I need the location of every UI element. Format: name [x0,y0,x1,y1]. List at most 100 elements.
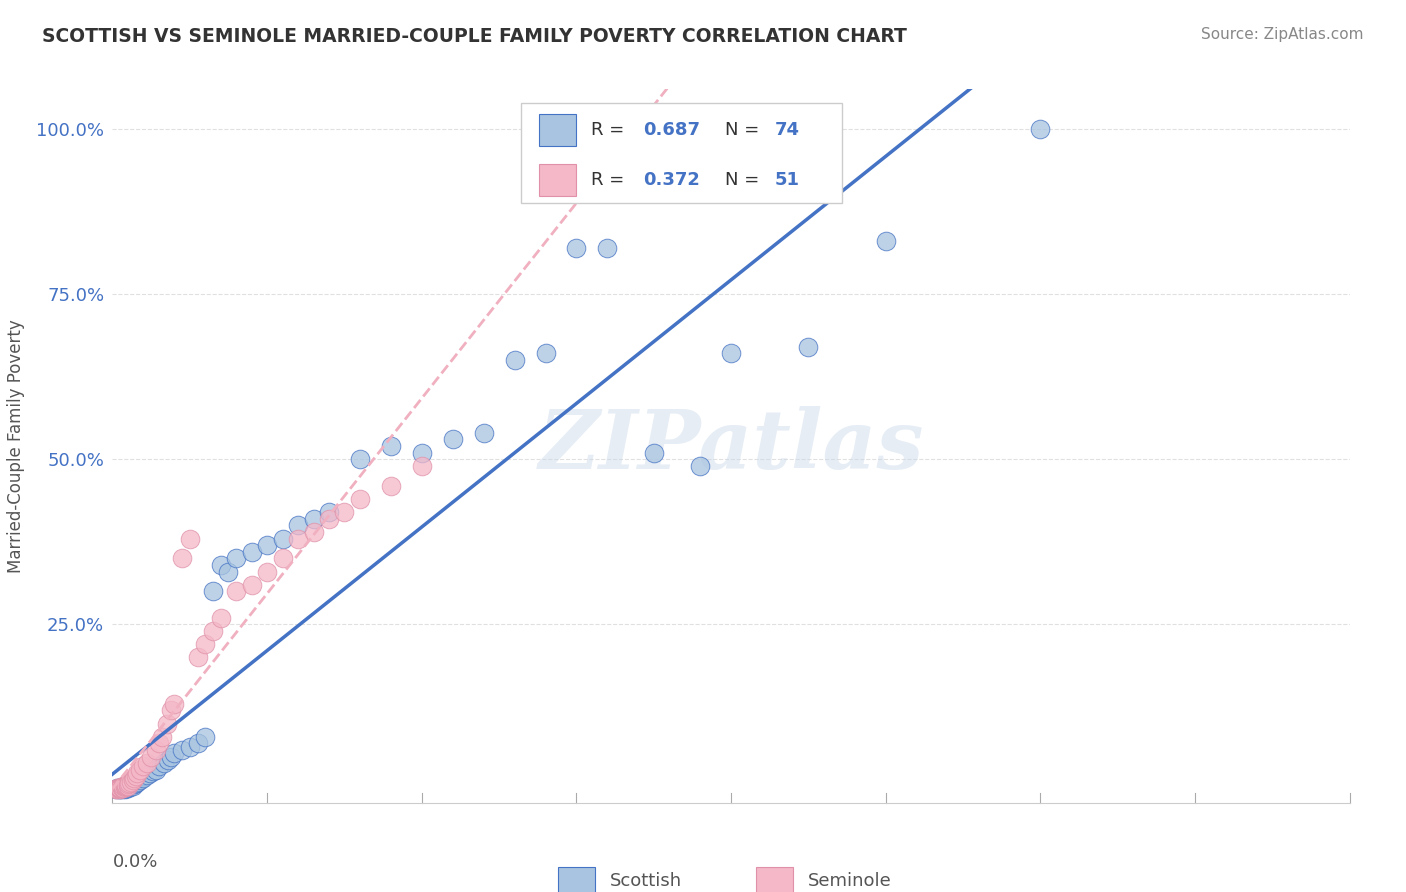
Point [115,780,138,795]
Point [115,780,138,794]
Point [112,779,135,793]
Point [129,763,152,777]
Point [115,778,138,792]
FancyBboxPatch shape [540,164,576,196]
Point [302,511,325,525]
Point [118,780,141,794]
Point [689,458,711,473]
Point [349,491,371,506]
Text: R =: R = [592,121,630,139]
Point [132,771,155,785]
Point [117,779,139,793]
Point [875,234,897,248]
Point [155,716,177,731]
Point [111,781,134,796]
Point [271,551,294,566]
Point [111,781,134,796]
Point [172,551,194,566]
Point [163,697,186,711]
Text: 0.687: 0.687 [644,121,700,139]
Text: ZIPatlas: ZIPatlas [538,406,924,486]
Point [534,346,557,360]
Point [472,425,495,440]
Point [209,611,232,625]
Text: Source: ZipAtlas.com: Source: ZipAtlas.com [1201,27,1364,42]
Point [163,746,186,760]
Point [110,780,132,795]
Point [503,353,526,368]
Point [287,518,309,533]
Point [333,505,356,519]
Point [380,478,402,492]
Point [121,779,143,793]
Point [209,558,232,572]
Point [117,781,139,796]
Point [141,749,163,764]
Point [121,776,143,790]
Point [271,532,294,546]
Point [110,781,132,796]
Point [142,764,165,778]
Point [225,551,247,566]
Point [202,584,225,599]
Point [186,650,209,665]
Point [104,781,127,796]
Text: N =: N = [725,171,765,189]
Point [179,532,201,546]
Point [1029,121,1052,136]
FancyBboxPatch shape [558,867,595,892]
Point [148,759,170,773]
Point [152,756,174,771]
FancyBboxPatch shape [756,867,793,892]
Point [118,778,141,792]
Point [110,781,132,796]
Point [120,774,142,789]
Point [117,777,139,791]
Point [111,780,134,794]
Point [596,241,619,255]
Text: 0.0%: 0.0% [112,853,157,871]
Point [380,439,402,453]
Point [145,763,167,777]
Point [318,511,340,525]
Point [124,769,148,783]
Point [120,779,142,793]
Point [349,452,371,467]
Point [122,777,145,791]
Point [110,781,132,796]
Point [720,346,742,360]
Point [240,578,263,592]
Text: 51: 51 [775,171,800,189]
Point [202,624,225,638]
Point [114,779,136,793]
Point [111,781,134,796]
Point [107,781,129,796]
Point [115,779,138,793]
Point [107,781,129,796]
Text: Scottish: Scottish [610,872,682,890]
Point [240,545,263,559]
Point [107,780,129,795]
Point [117,779,139,793]
Point [120,777,142,791]
Point [565,241,588,255]
Point [256,565,278,579]
Point [132,759,155,773]
Point [135,768,157,782]
Point [112,780,135,794]
Point [186,736,209,750]
Point [172,743,194,757]
Text: 74: 74 [775,121,800,139]
Point [105,781,128,796]
Point [128,771,150,785]
Point [179,739,201,754]
Point [127,774,149,789]
Point [104,781,127,796]
Point [129,772,152,787]
Text: N =: N = [725,121,765,139]
Point [157,753,180,767]
Text: 0.372: 0.372 [644,171,700,189]
Point [194,637,217,651]
Point [150,730,173,744]
Point [797,340,820,354]
